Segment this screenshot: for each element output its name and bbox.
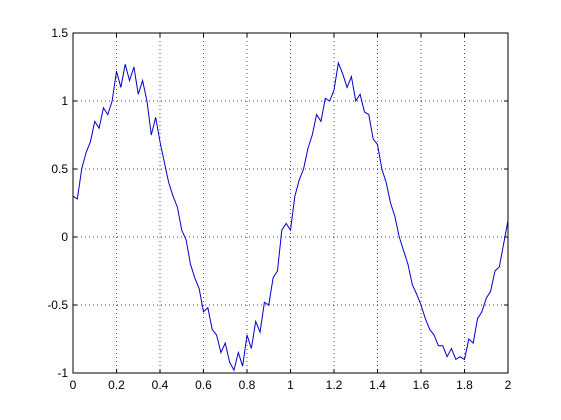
x-tick-label: 2	[505, 378, 512, 392]
y-tick-label: 0.5	[51, 162, 68, 176]
x-tick-label: 0.6	[195, 378, 212, 392]
y-tick-label: -0.5	[47, 298, 68, 312]
y-tick-label: 1	[61, 94, 68, 108]
x-tick-label: 1.2	[326, 378, 343, 392]
data-line	[72, 61, 509, 372]
x-tick-label: 0	[70, 378, 77, 392]
x-tick-label: 1.4	[369, 378, 386, 392]
axes-box	[72, 32, 509, 374]
x-tick-label: 0.4	[152, 378, 169, 392]
x-tick-label: 0.2	[108, 378, 125, 392]
x-tick-label: 1.8	[456, 378, 473, 392]
y-tick-label: -1	[57, 366, 68, 380]
x-tick-label: 1	[287, 378, 294, 392]
y-tick-label: 1.5	[51, 26, 68, 40]
x-tick-label: 1.6	[413, 378, 430, 392]
y-tick-label: 0	[61, 230, 68, 244]
x-tick-label: 0.8	[239, 378, 256, 392]
